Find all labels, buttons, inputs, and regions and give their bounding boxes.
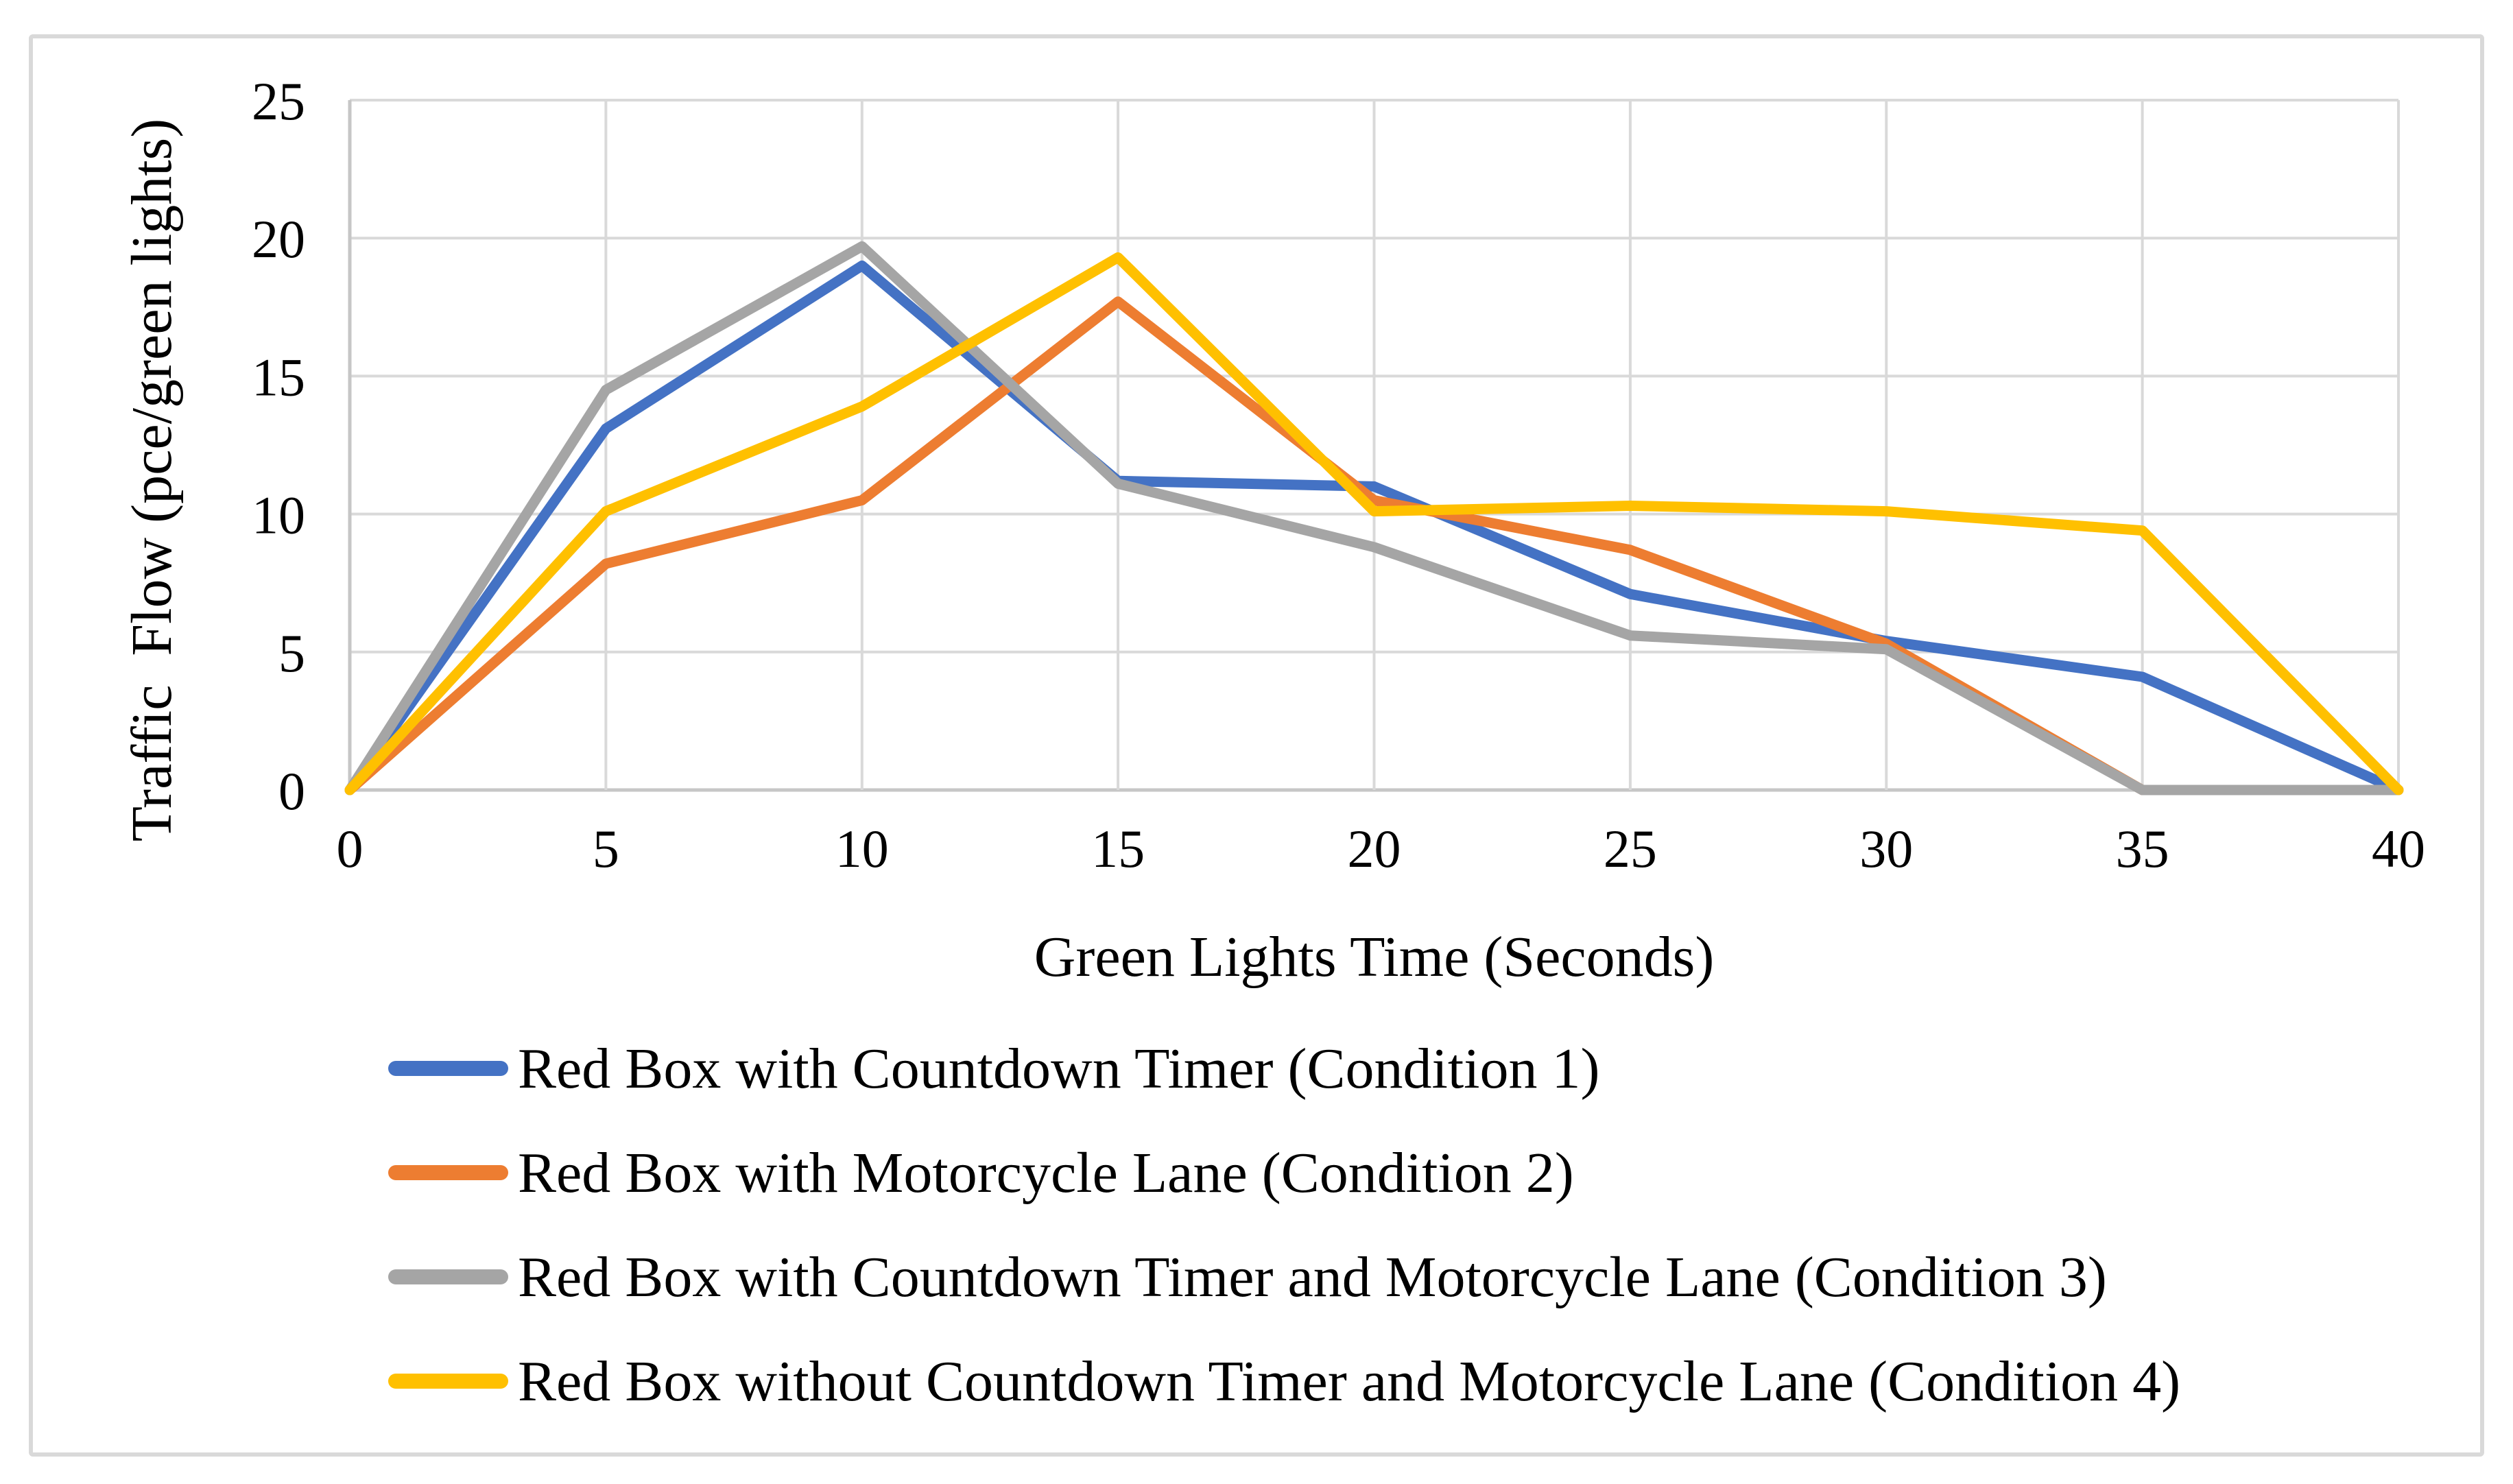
x-tick-label: 35 [2116,819,2169,878]
y-tick-label: 15 [252,347,305,407]
legend-label: Red Box without Countdown Timer and Moto… [518,1349,2181,1413]
legend-label: Red Box with Countdown Timer (Condition … [518,1036,1600,1101]
series-line-condition-1 [344,260,2404,795]
legend-row: Red Box with Countdown Timer and Motorcy… [388,1225,2180,1329]
x-tick-label: 0 [337,819,364,878]
x-tick-label: 15 [1091,819,1145,878]
legend: Red Box with Countdown Timer (Condition … [388,1016,2180,1433]
y-tick-label: 10 [252,486,305,545]
x-tick-label: 40 [2372,819,2425,878]
y-tick-label: 25 [252,71,305,131]
y-tick-label: 0 [278,761,305,821]
chart-outer-frame [29,34,2484,1457]
legend-row: Red Box with Countdown Timer (Condition … [388,1016,2180,1121]
y-tick-label: 5 [278,623,305,683]
x-tick-label: 25 [1604,819,1657,878]
legend-swatch-condition-1 [388,1061,508,1076]
x-axis-title: Green Lights Time (Seconds) [1034,925,1715,989]
legend-row: Red Box without Countdown Timer and Moto… [388,1329,2180,1433]
legend-swatch-condition-2 [388,1165,508,1180]
legend-swatch-condition-3 [388,1269,508,1284]
legend-swatch-condition-4 [388,1374,508,1389]
x-tick-label: 5 [593,819,619,878]
legend-label: Red Box with Motorcycle Lane (Condition … [518,1140,1574,1205]
x-tick-label: 30 [1859,819,1913,878]
x-tick-label: 20 [1348,819,1401,878]
legend-row: Red Box with Motorcycle Lane (Condition … [388,1121,2180,1225]
legend-label: Red Box with Countdown Timer and Motorcy… [518,1245,2107,1309]
series-line-condition-3 [344,241,2404,795]
series-line-condition-4 [344,252,2404,795]
y-axis-title: Traffic Flow (pce/green lights) [120,118,184,842]
y-tick-label: 20 [252,209,305,269]
x-tick-label: 10 [835,819,889,878]
